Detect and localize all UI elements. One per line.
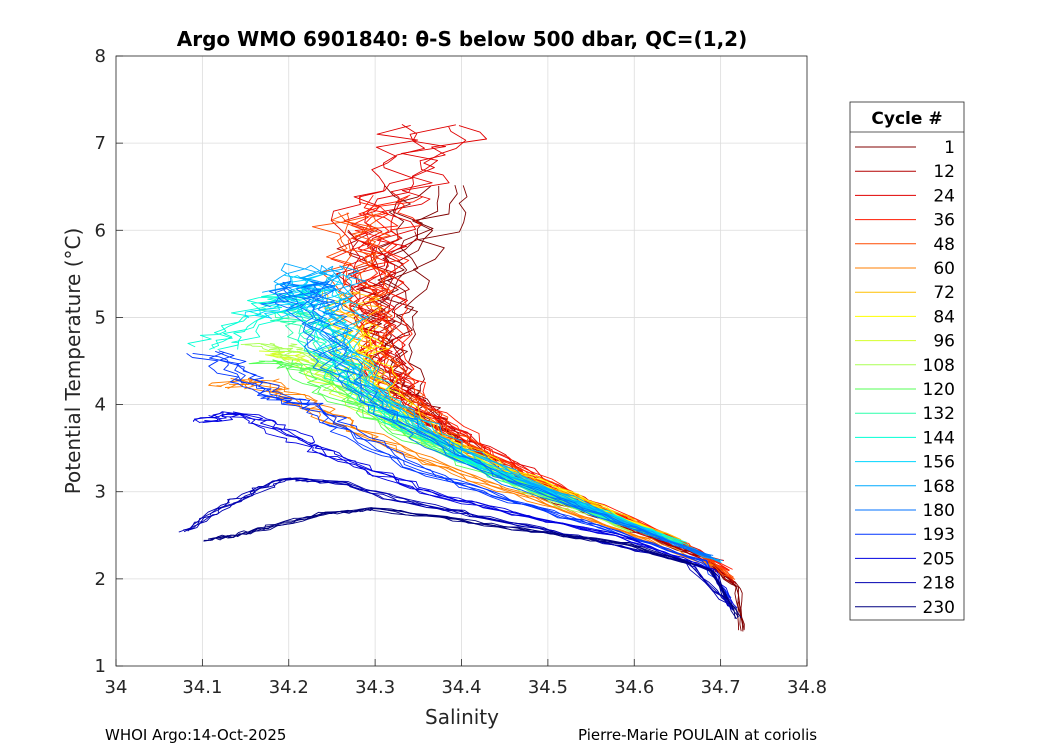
series-line-cycle-230 bbox=[209, 507, 739, 618]
series-line-cycle-24 bbox=[367, 126, 724, 562]
plot-area: 34 34.1 34.2 34.3 34.4 34.5 34.6 34.7 34.8123456… bbox=[95, 46, 827, 698]
legend-entry-label: 48 bbox=[933, 235, 955, 255]
footer-right-credit: Pierre-Marie POULAIN at coriolis bbox=[578, 726, 818, 744]
legend-entry-label: 120 bbox=[923, 380, 955, 400]
x-axis-label: Salinity bbox=[425, 705, 499, 729]
y-axis-label: Potential Temperature (°C) bbox=[61, 228, 85, 495]
legend-entry-label: 144 bbox=[923, 428, 955, 448]
series-line-cycle-230 bbox=[208, 508, 742, 619]
x-tick-label: 34.8 bbox=[787, 677, 827, 698]
series-line-cycle-168 bbox=[318, 265, 723, 562]
y-tick-label: 5 bbox=[95, 307, 106, 328]
legend-entry-label: 84 bbox=[933, 307, 955, 327]
legend-entry-label: 96 bbox=[933, 332, 955, 352]
legend-entry-label: 36 bbox=[933, 211, 955, 231]
legend-entry-label: 72 bbox=[933, 283, 955, 303]
legend-entry-label: 180 bbox=[923, 501, 955, 521]
legend-entry-label: 1 bbox=[944, 138, 955, 158]
x-tick-label: 34.3 bbox=[355, 677, 395, 698]
y-tick-label: 8 bbox=[95, 46, 106, 67]
legend-entry-label: 218 bbox=[923, 574, 955, 594]
legend-entry-label: 108 bbox=[923, 356, 955, 376]
y-tick-label: 4 bbox=[95, 395, 106, 416]
legend-entry-label: 60 bbox=[933, 259, 955, 279]
legend-entry-label: 132 bbox=[923, 404, 955, 424]
x-tick-label: 34.5 bbox=[528, 677, 568, 698]
x-tick-label: 34 bbox=[105, 677, 128, 698]
series-line-cycle-108 bbox=[269, 342, 637, 530]
legend-entry-label: 168 bbox=[923, 477, 955, 497]
series-line-cycle-180 bbox=[302, 280, 715, 559]
series-line-cycle-60 bbox=[244, 378, 714, 566]
legend-box bbox=[849, 101, 965, 621]
legend-entry-label: 193 bbox=[923, 525, 955, 545]
series-layer bbox=[178, 124, 745, 632]
legend-entry-label: 12 bbox=[933, 162, 955, 182]
x-tick-label: 34.2 bbox=[269, 677, 309, 698]
series-line-cycle-108 bbox=[240, 342, 633, 533]
series-line-cycle-180 bbox=[308, 281, 714, 556]
x-tick-label: 34.4 bbox=[441, 677, 481, 698]
series-line-cycle-218 bbox=[187, 477, 730, 605]
legend: Cycle # 1 12 24 36 48 60 72 84 96 108 120 132 144 156… bbox=[849, 101, 965, 621]
series-line-cycle-193 bbox=[215, 350, 732, 599]
y-tick-label: 2 bbox=[95, 569, 106, 590]
series-line-cycle-205 bbox=[202, 411, 734, 611]
legend-entry-label: 156 bbox=[923, 453, 955, 473]
x-tick-label: 34.1 bbox=[182, 677, 222, 698]
x-tick-label: 34.6 bbox=[614, 677, 654, 698]
y-tick-label: 6 bbox=[95, 220, 106, 241]
legend-title: Cycle # bbox=[871, 109, 942, 129]
series-line-cycle-72 bbox=[342, 290, 679, 540]
series-line-cycle-72 bbox=[352, 291, 682, 541]
x-tick-label: 34.7 bbox=[701, 677, 741, 698]
axis-ticks: 34 34.1 34.2 34.3 34.4 34.5 34.6 34.7 34.8123456… bbox=[95, 46, 827, 698]
chart-title: Argo WMO 6901840: θ-S below 500 dbar, QC… bbox=[177, 27, 747, 51]
series-line-cycle-218 bbox=[189, 478, 733, 607]
series-line-cycle-180 bbox=[278, 280, 711, 558]
footer-left-credit: WHOI Argo:14-Oct-2025 bbox=[105, 726, 287, 744]
series-line-cycle-205 bbox=[204, 413, 738, 609]
series-line-cycle-193 bbox=[218, 350, 731, 598]
y-tick-label: 3 bbox=[95, 482, 106, 503]
legend-entry-label: 230 bbox=[923, 598, 955, 618]
series-line-cycle-230 bbox=[203, 507, 736, 620]
legend-entry-label: 205 bbox=[923, 549, 955, 569]
y-tick-label: 1 bbox=[95, 656, 106, 677]
y-tick-label: 7 bbox=[95, 133, 106, 154]
legend-entries: 1 12 24 36 48 60 72 84 96 108 120 132 144 156 168 180 19… bbox=[855, 138, 955, 618]
series-line-cycle-156 bbox=[280, 274, 662, 536]
legend-entry-label: 24 bbox=[933, 186, 955, 206]
